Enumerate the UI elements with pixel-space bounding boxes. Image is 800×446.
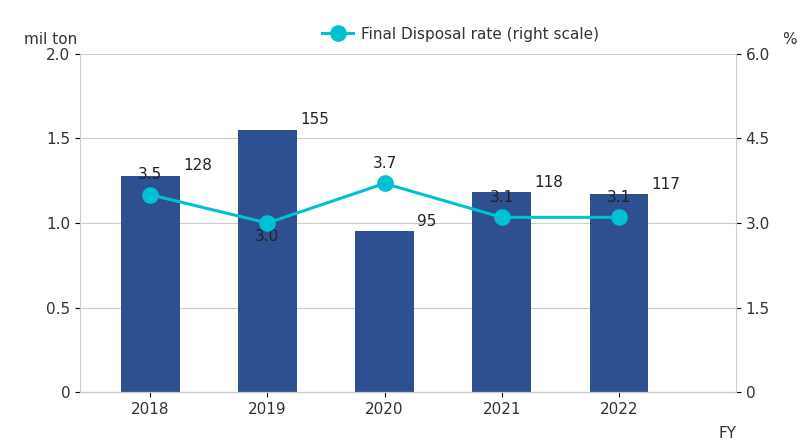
Text: 3.1: 3.1 bbox=[490, 190, 514, 205]
Text: mil ton: mil ton bbox=[24, 32, 78, 47]
Text: 3.1: 3.1 bbox=[606, 190, 631, 205]
Text: 128: 128 bbox=[183, 158, 212, 173]
Text: 118: 118 bbox=[534, 175, 563, 190]
Bar bbox=[473, 193, 531, 392]
Text: 3.0: 3.0 bbox=[255, 230, 279, 244]
Bar bbox=[355, 231, 414, 392]
Text: 3.7: 3.7 bbox=[373, 156, 397, 171]
Text: 3.5: 3.5 bbox=[138, 167, 162, 182]
Text: 117: 117 bbox=[652, 177, 681, 192]
Text: %: % bbox=[782, 32, 797, 47]
Bar bbox=[121, 176, 179, 392]
Text: 95: 95 bbox=[418, 214, 437, 229]
Legend: Final Disposal rate (right scale): Final Disposal rate (right scale) bbox=[316, 21, 605, 48]
Text: FY: FY bbox=[718, 426, 736, 442]
Text: 155: 155 bbox=[300, 112, 329, 127]
Bar bbox=[238, 130, 297, 392]
Bar bbox=[590, 194, 648, 392]
